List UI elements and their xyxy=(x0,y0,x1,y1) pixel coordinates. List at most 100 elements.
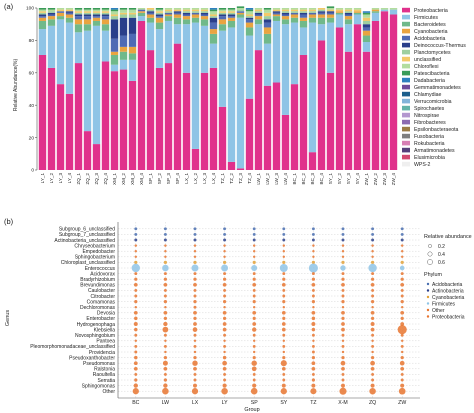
bar-segment xyxy=(101,11,110,13)
bar-segment xyxy=(110,71,119,170)
bubble xyxy=(280,360,287,367)
bar-segment xyxy=(119,8,128,10)
y-tick-label: 60 xyxy=(29,71,35,77)
bubble xyxy=(252,277,256,281)
bubble xyxy=(252,232,256,236)
x-tick-label: LX_2 xyxy=(193,173,198,184)
bar-segment xyxy=(308,11,317,13)
y-tick-label: 40 xyxy=(29,103,35,109)
bubble xyxy=(252,383,257,388)
bubble xyxy=(164,339,167,343)
bar-segment xyxy=(353,9,362,12)
bar-segment xyxy=(227,20,236,28)
bubble xyxy=(311,356,315,360)
bubble xyxy=(193,227,197,231)
bubble xyxy=(134,344,138,348)
bar-segment xyxy=(272,82,281,170)
bubble xyxy=(163,321,168,327)
bar-segment xyxy=(155,17,164,23)
bubble xyxy=(399,265,405,271)
bar-segment xyxy=(119,14,128,18)
bar-segment xyxy=(236,9,245,12)
y-axis: Subgroup_6_unclassifiedSubgroup_7_unclas… xyxy=(30,222,119,398)
bar-segment xyxy=(128,17,137,34)
legend-label: Firmicutes xyxy=(414,15,438,21)
bar-segment xyxy=(173,24,182,44)
bar-segment xyxy=(101,8,110,10)
bubble xyxy=(371,344,375,348)
bar-segment xyxy=(299,14,308,18)
bar-segment xyxy=(92,8,101,10)
bubble xyxy=(222,282,227,287)
bar-segment xyxy=(101,30,110,62)
bar-segment xyxy=(200,9,209,12)
bar-segment xyxy=(299,27,308,55)
bubble xyxy=(400,356,404,360)
bar-segment xyxy=(200,8,209,10)
bubble xyxy=(252,249,256,253)
bar-segment xyxy=(119,59,128,70)
bubble xyxy=(222,310,227,315)
bar-segment xyxy=(281,8,290,10)
y-tick-label: Novosphingobium xyxy=(75,333,115,339)
bubble xyxy=(311,288,315,292)
bubble xyxy=(371,255,374,259)
bubble xyxy=(163,260,167,264)
bar-segment xyxy=(101,16,110,20)
bar-segment xyxy=(254,11,263,13)
bar-segment xyxy=(56,19,65,85)
x-tick-label: SY_3 xyxy=(346,173,351,185)
bubble xyxy=(311,310,316,315)
bar-segment xyxy=(155,29,164,68)
bar-segment xyxy=(344,51,353,170)
bar-segment xyxy=(317,11,326,13)
bar-segment xyxy=(254,50,263,171)
bar-segment xyxy=(38,29,47,55)
bubble xyxy=(252,305,256,309)
x-tick-label: LX_4 xyxy=(211,173,216,184)
bubble xyxy=(281,366,286,371)
y-tick-label: Serratia xyxy=(97,378,115,384)
legend-label: WPS-2 xyxy=(414,162,431,168)
bar-segment xyxy=(119,12,128,15)
bubble xyxy=(134,255,138,259)
x-tick-label: ZQ_3 xyxy=(94,173,99,185)
y-tick-label: 20 xyxy=(29,135,35,141)
bubble xyxy=(223,344,227,348)
bubble xyxy=(223,378,227,382)
bar-segment xyxy=(218,14,227,17)
x-tick-label: SP_4 xyxy=(175,173,180,185)
x-tick-label: LY xyxy=(222,400,228,406)
bubble xyxy=(252,244,256,247)
bar-segment xyxy=(227,14,236,17)
bar-segment xyxy=(236,14,245,18)
bar-segment xyxy=(38,14,47,17)
y-tick-label: Raoultella xyxy=(93,372,115,378)
bubble xyxy=(250,387,258,395)
bar-segment xyxy=(47,16,56,20)
bar-segment xyxy=(290,22,299,85)
bar-segment xyxy=(38,9,47,12)
bubble xyxy=(341,372,345,376)
bubble xyxy=(400,294,404,298)
y-tick-label: Pseudoxanthobacter xyxy=(69,355,115,361)
bar-segment xyxy=(128,53,137,60)
bubble xyxy=(341,322,345,326)
bubble xyxy=(193,316,197,320)
legend-swatch xyxy=(402,63,410,69)
bar-segment xyxy=(326,11,335,13)
bubble xyxy=(282,344,286,348)
bubble xyxy=(134,305,138,309)
legend-swatch xyxy=(402,161,410,167)
x-tick-label: LW xyxy=(162,400,169,406)
y-tick-label: Subgroup_7_unclassified xyxy=(59,232,115,238)
bubble xyxy=(400,272,404,276)
bubble xyxy=(282,238,286,242)
bubble xyxy=(163,316,167,320)
bubble xyxy=(134,350,138,354)
legend-phylum-dot xyxy=(426,302,430,305)
bar-segment xyxy=(308,8,317,10)
bubble xyxy=(282,260,286,264)
bar-segment xyxy=(182,16,191,20)
bar-segment xyxy=(344,9,353,12)
